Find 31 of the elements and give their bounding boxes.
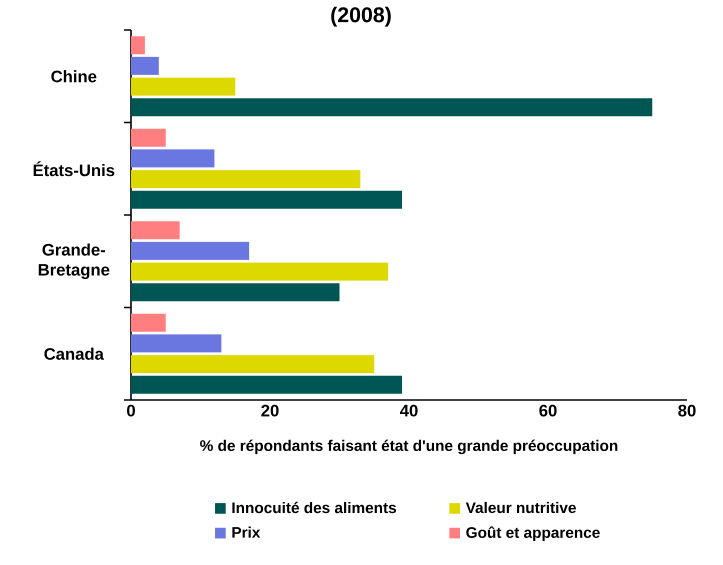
x-tick-label: 0 — [127, 404, 135, 417]
bar — [131, 149, 214, 168]
legend-label: Prix — [232, 526, 260, 538]
y-tick-label: Canada — [44, 348, 104, 360]
bar — [131, 56, 159, 75]
y-tick-label: États-Unis — [34, 161, 114, 176]
bar — [131, 283, 340, 302]
x-tick-label: 20 — [261, 404, 279, 417]
x-tick-label: 60 — [539, 404, 557, 417]
bar — [131, 221, 180, 240]
bar — [131, 190, 402, 209]
bar — [131, 242, 250, 260]
bar — [131, 314, 166, 332]
legend-label: Goût et apparence — [466, 526, 600, 542]
legend-label: Innocuité des aliments — [232, 502, 396, 514]
bar — [131, 98, 652, 116]
bar — [131, 376, 402, 394]
legend-label: Valeur nutritive — [466, 502, 576, 514]
bar — [131, 128, 166, 147]
chart-title: (2008) — [331, 6, 391, 27]
x-tick-label: 40 — [400, 404, 418, 417]
x-tick-label: 80 — [678, 404, 696, 417]
bar — [131, 355, 374, 374]
y-tick-label: Chine — [51, 70, 96, 82]
bar — [131, 78, 236, 96]
y-tick-label: Grande-Bretagne — [38, 243, 110, 280]
bar — [131, 36, 145, 54]
bar — [131, 334, 222, 352]
bar — [131, 170, 360, 188]
bar — [131, 262, 388, 281]
x-axis-title: % de répondants faisant état d'une grande préoccupation — [200, 440, 618, 454]
